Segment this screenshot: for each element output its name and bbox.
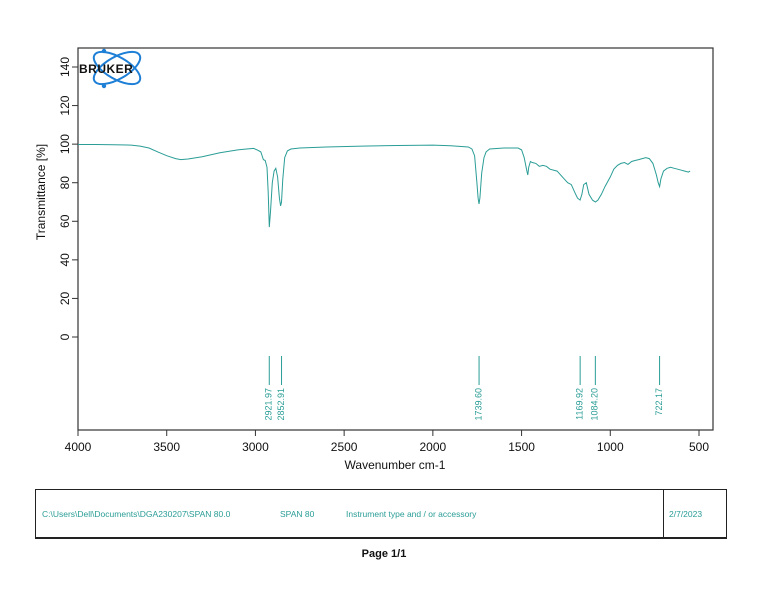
- svg-text:2852.91: 2852.91: [276, 388, 286, 421]
- svg-text:1500: 1500: [508, 440, 535, 454]
- svg-text:40: 40: [58, 253, 72, 267]
- measurement-date: 2/7/2023: [669, 508, 703, 519]
- svg-text:722.17: 722.17: [654, 388, 664, 416]
- plot-frame: [77, 47, 714, 431]
- svg-text:60: 60: [58, 214, 72, 228]
- svg-text:1739.60: 1739.60: [473, 388, 483, 421]
- footer-divider: [663, 490, 664, 537]
- svg-text:80: 80: [58, 176, 72, 190]
- logo-text: BRUKER: [79, 62, 133, 76]
- svg-text:1169.92: 1169.92: [575, 388, 585, 420]
- svg-text:2000: 2000: [420, 440, 447, 454]
- svg-text:2921.97: 2921.97: [264, 388, 274, 421]
- instrument-type: Instrument type and / or accessory: [346, 508, 477, 519]
- footer-info-box: C:\Users\Dell\Documents\DGA230207\SPAN 8…: [35, 489, 727, 539]
- y-axis: 0 20 40 60 80 100 120 140: [58, 57, 78, 340]
- peak-markers: 2921.97 2852.91 1739.60 1169.92 1084.20 722.1…: [264, 356, 664, 421]
- svg-text:2500: 2500: [331, 440, 358, 454]
- svg-text:500: 500: [689, 440, 709, 454]
- svg-text:100: 100: [58, 134, 72, 154]
- bruker-logo: BRUKER: [79, 48, 142, 89]
- x-axis: 4000 3500 3000 2500 2000 1500 1000 500: [65, 430, 709, 454]
- spectrum-line: [78, 144, 691, 228]
- page-number: Page 1/1: [361, 548, 407, 560]
- svg-text:4000: 4000: [65, 440, 92, 454]
- x-axis-label: Wavenumber cm-1: [345, 458, 446, 472]
- ir-spectrum-chart: BRUKER 4000 3500 3000 2500 2000 1500 1000 500 0…: [34, 47, 714, 472]
- svg-text:1000: 1000: [597, 440, 624, 454]
- svg-text:1084.20: 1084.20: [590, 388, 600, 421]
- svg-text:3000: 3000: [242, 440, 269, 454]
- y-axis-label: Transmittance [%]: [34, 144, 48, 240]
- svg-text:3500: 3500: [153, 440, 180, 454]
- file-path: C:\Users\Dell\Documents\DGA230207\SPAN 8…: [42, 508, 231, 519]
- svg-text:120: 120: [58, 95, 72, 115]
- sample-name: SPAN 80: [280, 508, 315, 519]
- svg-text:0: 0: [58, 333, 72, 340]
- svg-text:140: 140: [58, 57, 72, 77]
- svg-text:20: 20: [58, 291, 72, 305]
